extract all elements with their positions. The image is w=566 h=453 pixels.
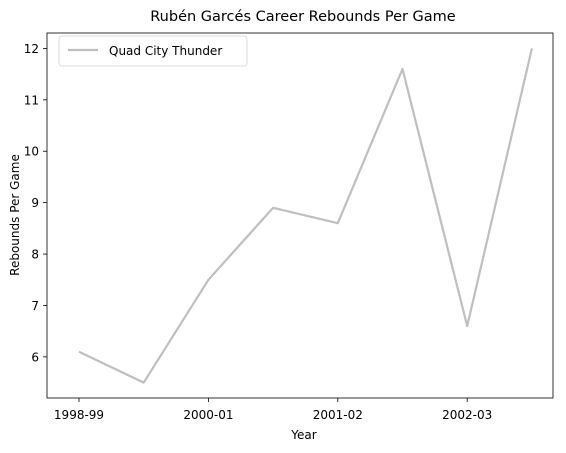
y-tick-label: 8 (31, 248, 39, 262)
series-layer (78, 48, 533, 384)
y-tick-label: 11 (24, 93, 39, 107)
y-tick-label: 6 (31, 350, 39, 364)
series-line (78, 48, 533, 384)
y-tick-label: 9 (31, 196, 39, 210)
y-tick-label: 10 (24, 145, 39, 159)
y-axis-label: Rebounds Per Game (8, 154, 22, 276)
legend-box (58, 35, 248, 67)
y-tick-label: 7 (31, 299, 39, 313)
x-tick-label: 2001-02 (313, 408, 363, 422)
chart-title: Rubén Garcés Career Rebounds Per Game (150, 9, 456, 25)
y-tick-label: 12 (24, 42, 39, 56)
plot-area (46, 32, 554, 399)
x-axis-label: Year (290, 428, 316, 442)
x-tick-label: 2000-01 (183, 408, 233, 422)
legend: Quad City Thunder (58, 35, 248, 67)
x-tick-label: 1998-99 (54, 408, 104, 422)
y-axis-ticks: 6 7 8 9 10 11 12 (24, 42, 47, 364)
x-tick-label: 2002-03 (442, 408, 492, 422)
legend-label: Quad City Thunder (109, 44, 222, 58)
